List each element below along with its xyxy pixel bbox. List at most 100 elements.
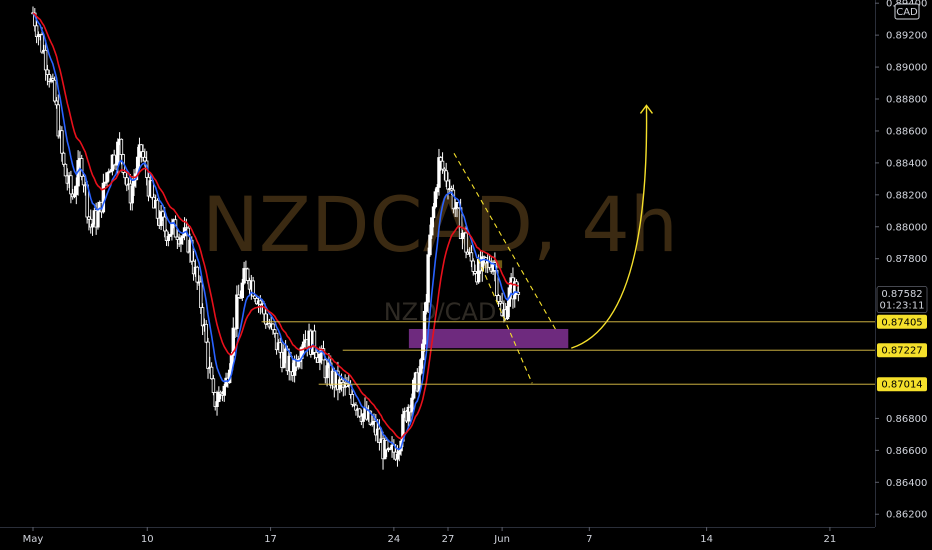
- candle-body: [473, 271, 477, 274]
- candle-body: [141, 151, 145, 158]
- time-tick-label: May: [23, 534, 44, 545]
- candle-body: [296, 361, 300, 368]
- candle-body: [87, 216, 91, 220]
- price-axis[interactable]: 0.894000.892000.890000.888000.886000.884…: [875, 0, 927, 521]
- candle-body: [103, 181, 107, 184]
- candle-body: [325, 365, 329, 379]
- candle-body: [412, 379, 416, 399]
- candle-body: [199, 281, 203, 309]
- candle-body: [410, 397, 414, 413]
- candle-body: [301, 341, 306, 348]
- candle-body: [453, 207, 457, 210]
- ma-slow-line: [32, 12, 519, 440]
- candle-body: [139, 144, 143, 153]
- candle-body: [119, 138, 124, 155]
- candle-body: [45, 69, 50, 75]
- candle-body: [430, 217, 434, 236]
- moving-averages-layer: [32, 12, 519, 451]
- candle-body: [170, 223, 174, 235]
- candle-body: [213, 392, 217, 407]
- candle-body: [314, 352, 318, 359]
- candle-body: [229, 355, 234, 371]
- candle-body: [464, 232, 468, 253]
- candle-body: [101, 182, 106, 213]
- candle-body: [47, 74, 51, 82]
- candle-body: [200, 307, 205, 327]
- candle-body: [480, 256, 484, 272]
- candle-body: [514, 281, 519, 293]
- candle-body: [424, 301, 429, 312]
- time-tick-label: 27: [442, 534, 455, 545]
- candle-body: [357, 408, 362, 417]
- candle-body: [282, 352, 286, 368]
- candle-body: [123, 172, 127, 179]
- level-badge: [877, 343, 927, 358]
- candle-body: [439, 157, 443, 162]
- level-badge-label: 0.87014: [881, 380, 922, 391]
- price-tick-label: 0.88800: [886, 95, 927, 106]
- price-tick-label: 0.86400: [886, 478, 927, 489]
- level-badge: [877, 314, 927, 329]
- price-tick-label: 0.86800: [886, 414, 927, 425]
- candle-body: [354, 404, 358, 411]
- candle-body: [125, 177, 129, 186]
- candle-body: [361, 413, 365, 422]
- currency-badge-label: CAD: [896, 7, 918, 18]
- time-axis[interactable]: May 10 17 24 27 Jun 7 14 21: [23, 527, 837, 545]
- candle-body: [417, 372, 421, 392]
- level-badge: [877, 377, 927, 392]
- candle-body: [251, 280, 255, 297]
- candle-body: [274, 332, 279, 351]
- candle-body: [406, 406, 410, 422]
- channel-upper-line: [453, 153, 557, 331]
- candle-body: [72, 194, 77, 198]
- time-tick-label: Jun: [493, 534, 510, 545]
- time-tick-label: 10: [141, 534, 154, 545]
- price-tick-label: 0.89200: [886, 31, 927, 42]
- candle-body: [222, 385, 226, 396]
- candle-body: [114, 163, 118, 166]
- time-tick-label: 7: [586, 534, 592, 545]
- candle-body: [368, 410, 373, 425]
- channel-lower-line: [477, 258, 533, 384]
- candle-body: [34, 25, 39, 37]
- candle-body: [161, 211, 165, 218]
- candle-body: [60, 130, 64, 154]
- projection-arrow: [571, 105, 648, 349]
- candle-body: [69, 175, 73, 195]
- candle-body: [168, 233, 172, 237]
- candle-body: [116, 141, 120, 165]
- trendlines-layer: [453, 104, 654, 384]
- candle-body: [90, 223, 95, 228]
- price-tick-label: 0.86200: [886, 510, 927, 521]
- candle-body: [273, 329, 277, 334]
- candle-body: [377, 428, 382, 443]
- candle-body: [217, 391, 221, 402]
- time-tick-label: 17: [264, 534, 277, 545]
- candle-body: [397, 450, 401, 455]
- level-badge-label: 0.87227: [881, 346, 922, 357]
- price-tick-label: 0.88200: [886, 190, 927, 201]
- price-tick-label: 0.87800: [886, 254, 927, 265]
- candle-body: [63, 163, 68, 177]
- candle-body: [130, 185, 134, 204]
- candle-body: [242, 268, 246, 284]
- time-tick-label: 14: [700, 534, 713, 545]
- candle-body: [350, 394, 355, 405]
- candle-body: [179, 237, 183, 245]
- current-price-badge: [876, 286, 928, 313]
- candle-body: [81, 175, 86, 186]
- candle-body: [246, 268, 250, 281]
- candle-body: [235, 294, 239, 329]
- candle-body: [89, 218, 93, 228]
- time-tick-label: 24: [387, 534, 400, 545]
- currency-badge[interactable]: CAD: [894, 3, 920, 20]
- price-tick-label: 0.88400: [886, 158, 927, 169]
- candle-body: [278, 342, 282, 353]
- candle-body: [370, 422, 374, 425]
- candle-body: [258, 300, 263, 305]
- pair-watermark: NZD/CAD: [384, 298, 497, 326]
- candle-body: [195, 266, 199, 283]
